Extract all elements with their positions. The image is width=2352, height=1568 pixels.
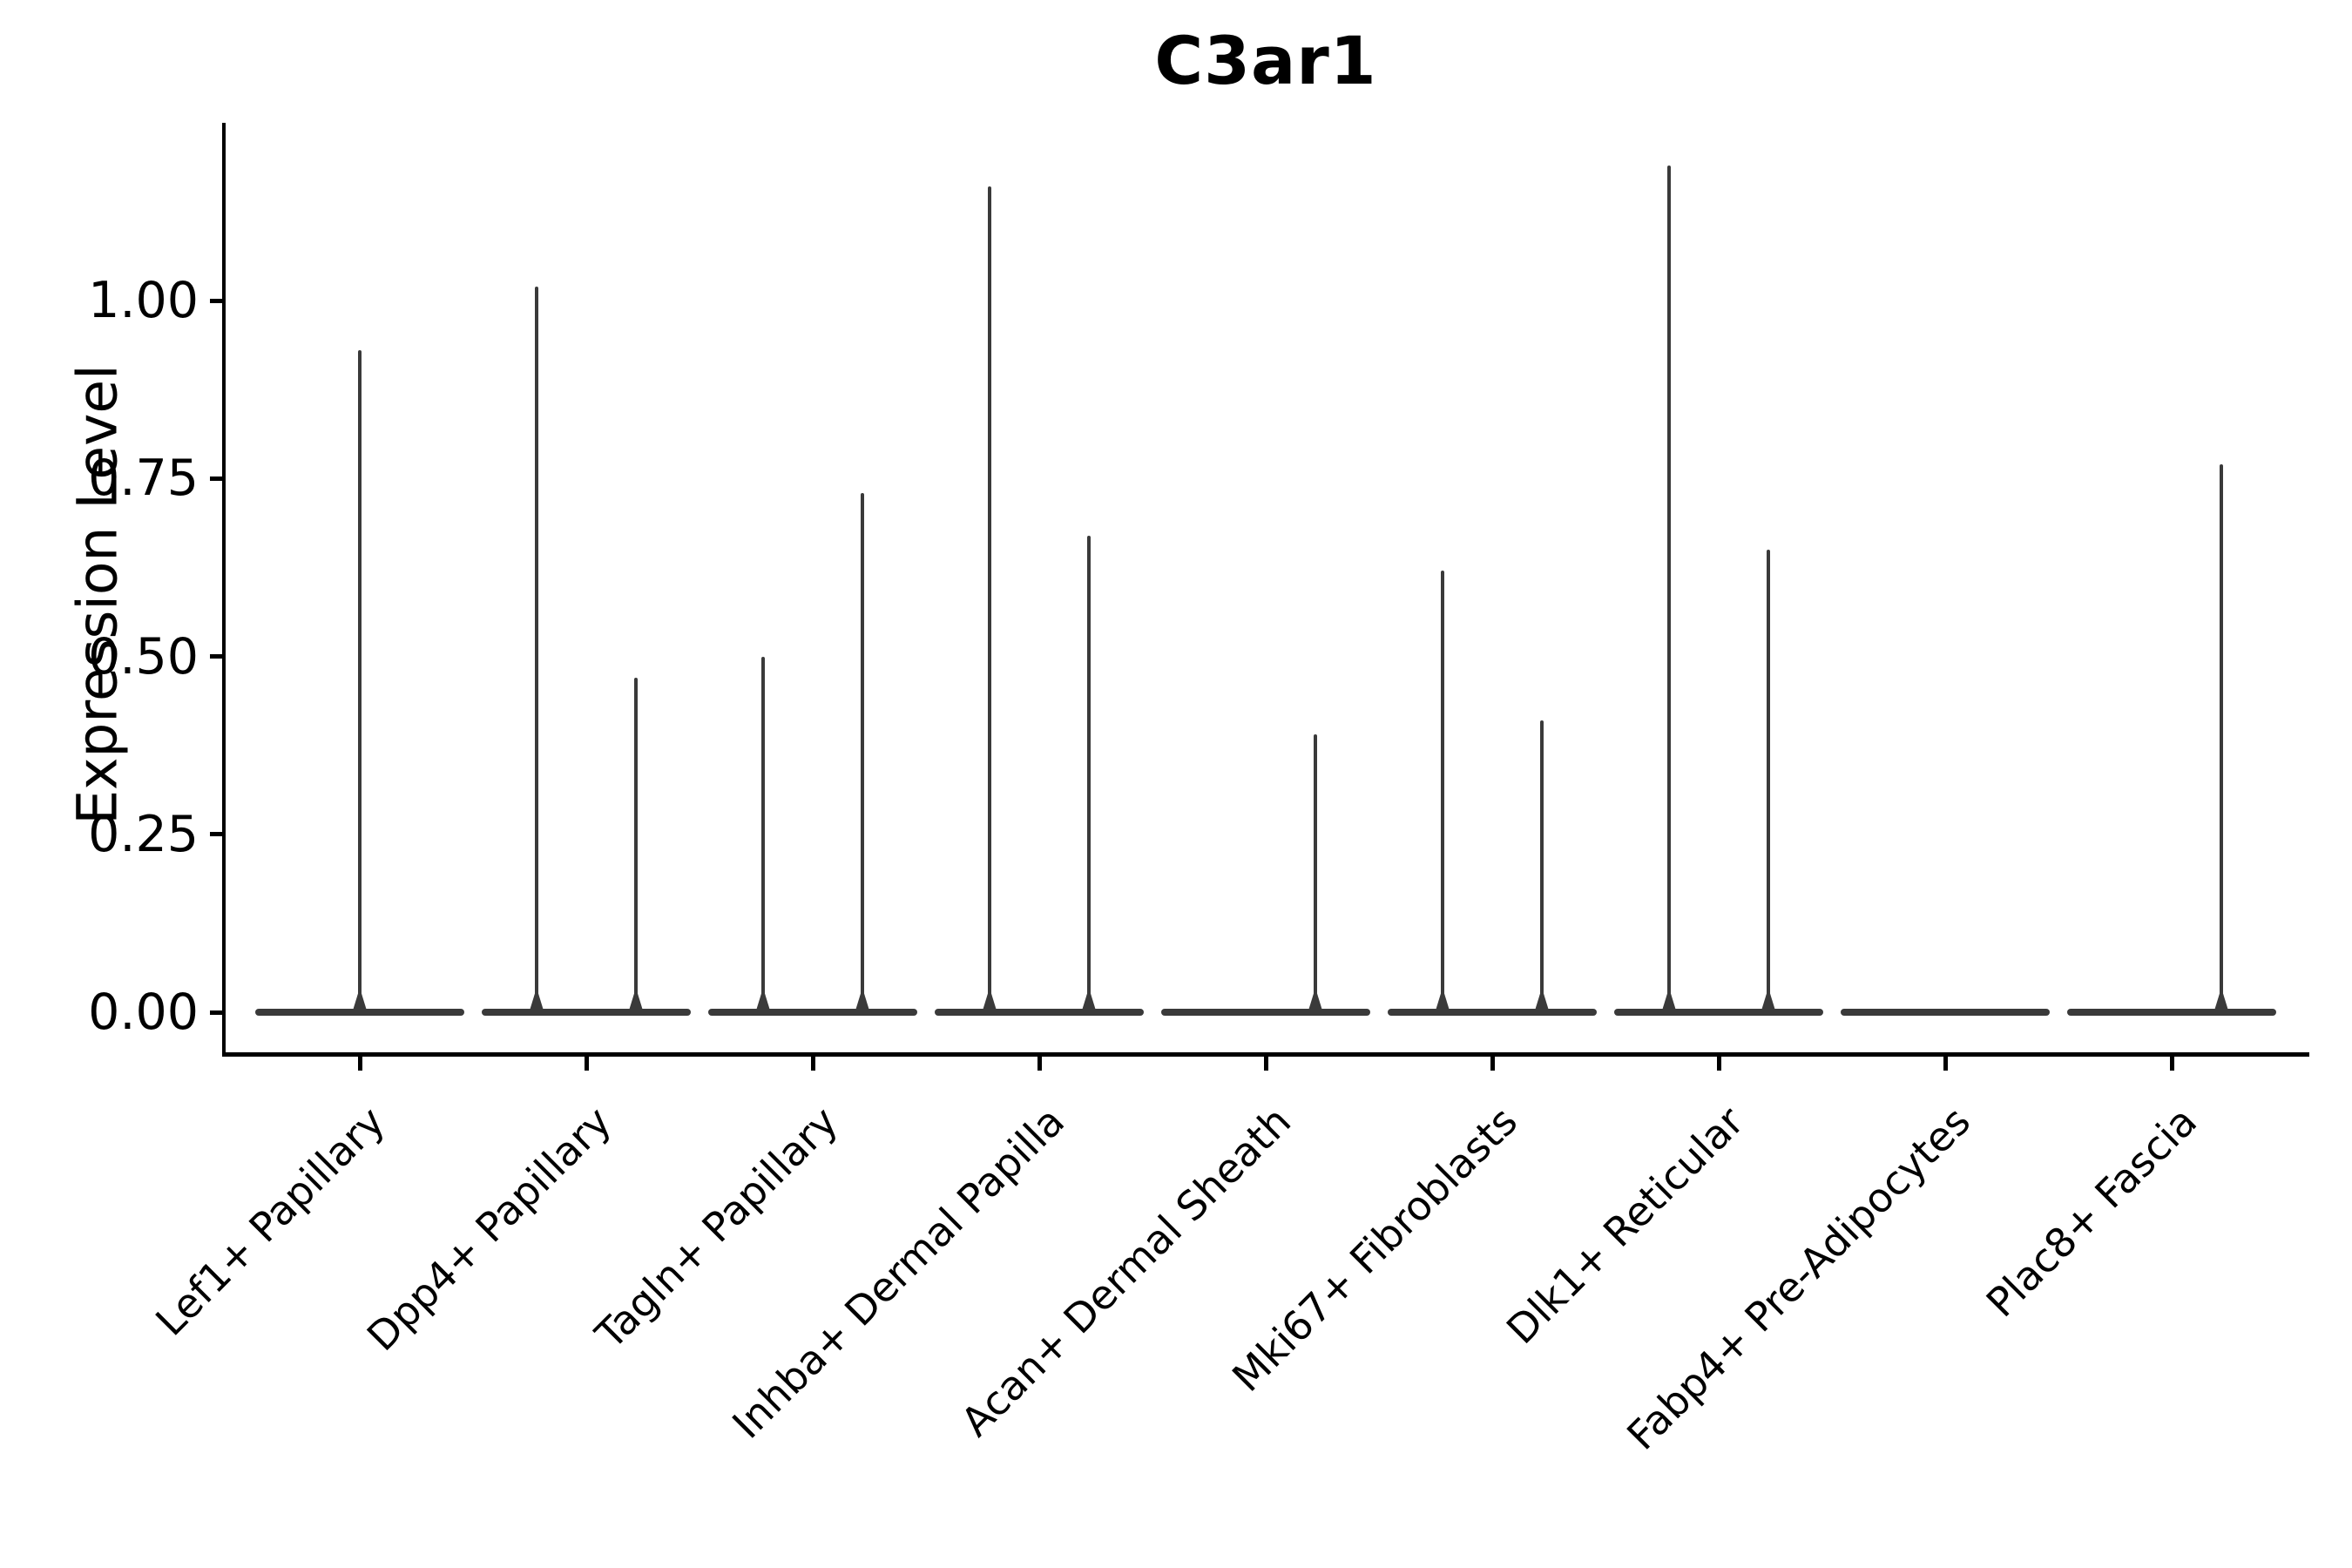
x-tick-mark <box>810 1057 815 1071</box>
x-tick-mark <box>357 1057 362 1071</box>
violin-spike <box>1767 549 1771 1012</box>
violin-spike <box>2220 463 2224 1012</box>
violin-spike-flare <box>529 988 544 1010</box>
y-tick-mark <box>210 1010 224 1015</box>
violin-spike <box>1666 165 1671 1012</box>
violin-spike <box>760 656 765 1012</box>
violin-base <box>1841 1009 2050 1016</box>
y-tick-mark <box>210 832 224 837</box>
violin-spike <box>358 350 362 1012</box>
violin-spike-flare <box>2214 988 2229 1010</box>
y-axis-line <box>222 123 226 1057</box>
x-tick-label: Inhba+ Dermal Papilla <box>723 1097 1074 1448</box>
violin-base <box>708 1009 917 1016</box>
chart-title: C3ar1 <box>1154 22 1377 99</box>
violin-spike <box>1314 734 1318 1012</box>
violin-base <box>1614 1009 1823 1016</box>
violin-spike-flare <box>1661 988 1676 1010</box>
violin-spike-flare <box>629 988 644 1010</box>
y-tick-label: 0.75 <box>88 449 199 508</box>
x-tick-label: Acan+ Dermal Sheath <box>951 1097 1301 1446</box>
x-axis-line <box>222 1052 2309 1057</box>
violin-base <box>482 1009 691 1016</box>
x-tick-label: Plac8+ Fascia <box>1977 1097 2207 1327</box>
violin-spike <box>1540 720 1544 1012</box>
violin-base <box>935 1009 1144 1016</box>
violin-base <box>1388 1009 1597 1016</box>
y-tick-label: 0.00 <box>88 983 199 1041</box>
x-tick-mark <box>584 1057 589 1071</box>
violin-spike <box>534 286 538 1012</box>
x-tick-mark <box>1490 1057 1495 1071</box>
violin-spike-flare <box>1308 988 1323 1010</box>
violin-spike-flare <box>1535 988 1550 1010</box>
violin-base <box>255 1009 464 1016</box>
violin-spike-flare <box>755 988 770 1010</box>
violin-base <box>2067 1009 2276 1016</box>
x-tick-mark <box>2169 1057 2174 1071</box>
violin-spike-flare <box>855 988 870 1010</box>
x-tick-mark <box>1037 1057 1042 1071</box>
y-tick-mark <box>210 476 224 481</box>
y-tick-label: 0.25 <box>88 805 199 863</box>
violin-spike <box>861 492 865 1012</box>
y-tick-label: 0.50 <box>88 627 199 686</box>
violin-spike <box>1087 535 1092 1012</box>
x-tick-mark <box>1263 1057 1268 1071</box>
x-tick-mark <box>1943 1057 1948 1071</box>
x-tick-label: Tagln+ Papillary <box>586 1097 848 1358</box>
violin-spike-flare <box>1435 988 1450 1010</box>
y-tick-mark <box>210 298 224 303</box>
x-tick-label: Fabp4+ Pre-Adipocytes <box>1618 1097 1980 1459</box>
x-tick-mark <box>1716 1057 1721 1071</box>
x-tick-label: Dpp4+ Papillary <box>357 1097 621 1361</box>
violin-spike-flare <box>982 988 997 1010</box>
violin-spike <box>987 186 991 1012</box>
violin-spike-flare <box>1761 988 1776 1010</box>
x-tick-label: Dlk1+ Reticular <box>1497 1097 1754 1354</box>
violin-spike-flare <box>1082 988 1097 1010</box>
violin-spike <box>634 678 639 1012</box>
y-tick-mark <box>210 654 224 659</box>
x-tick-label: Mki67+ Fibroblasts <box>1223 1097 1527 1401</box>
violin-spike-flare <box>353 988 367 1010</box>
y-tick-label: 1.00 <box>88 272 199 329</box>
violin-spike <box>1440 571 1444 1012</box>
violin-base <box>1161 1009 1370 1016</box>
